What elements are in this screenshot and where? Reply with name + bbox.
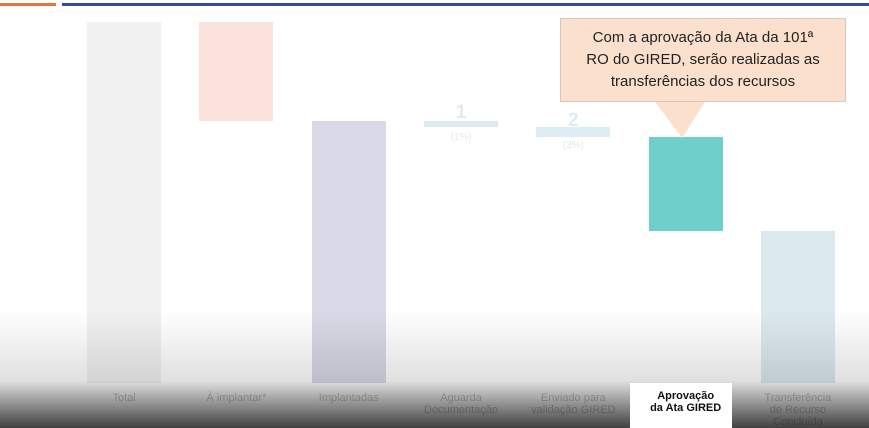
bar	[424, 121, 499, 127]
bar	[648, 137, 723, 232]
callout: Com a aprovação da Ata da 101ª RO do GIR…	[560, 18, 846, 102]
highlight-backdrop	[630, 383, 732, 428]
value-label: 1	[455, 102, 467, 124]
bar	[536, 126, 611, 138]
value-label: 2	[568, 109, 579, 131]
pointer	[655, 102, 705, 138]
bar	[199, 22, 274, 122]
accent-line	[0, 3, 56, 6]
percent-label: (3%)	[562, 139, 584, 151]
category-label: Aprovação da Ata GIRED	[650, 390, 722, 414]
percent-label: (1%)	[450, 132, 472, 144]
header-line	[62, 3, 869, 6]
